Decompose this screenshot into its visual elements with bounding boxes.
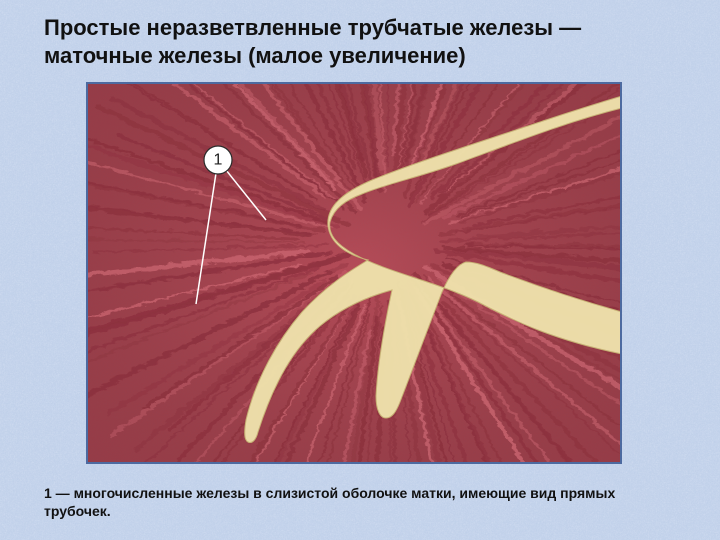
slide: Простые неразветвленные трубчатые железы…	[0, 0, 720, 540]
slide-title: Простые неразветвленные трубчатые железы…	[44, 14, 664, 69]
histology-figure: 1	[86, 82, 622, 464]
figure-caption: 1 — многочисленные железы в слизистой об…	[44, 485, 684, 520]
svg-text:1: 1	[214, 152, 223, 169]
